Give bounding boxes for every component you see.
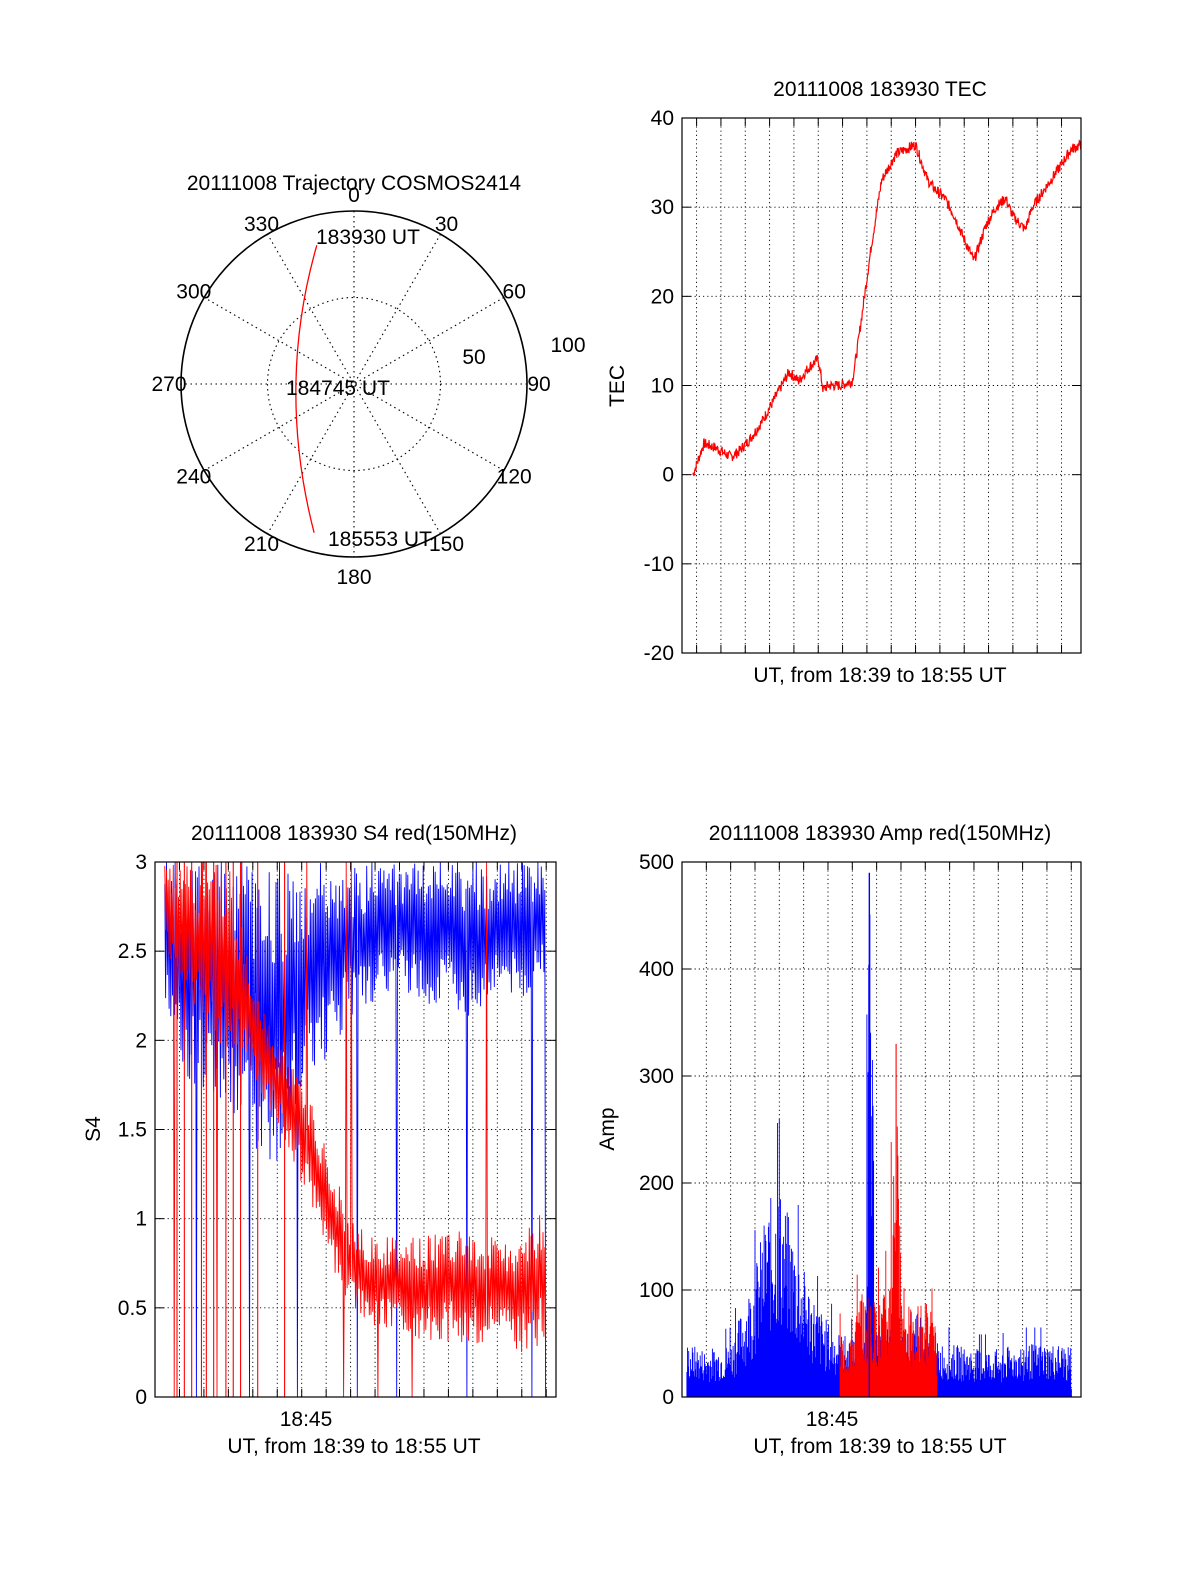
polar-angle-label: 180 (336, 566, 371, 589)
tec-y-tick-label: 10 (651, 375, 674, 398)
polar-angle-label: 330 (244, 213, 279, 236)
s4-y-label: S4 (82, 1116, 105, 1142)
amp-y-tick-label: 300 (639, 1065, 674, 1088)
amp-y-tick-label: 0 (662, 1386, 674, 1409)
polar-angle-label: 300 (176, 281, 211, 304)
tec-title: 20111008 183930 TEC (773, 78, 987, 101)
tec-x-label: UT, from 18:39 to 18:55 UT (753, 664, 1006, 687)
s4-y-tick-label: 1.5 (118, 1119, 147, 1142)
s4-series-red (164, 861, 547, 1398)
amp-series (686, 872, 1072, 1397)
polar-angle-label: 240 (176, 466, 211, 489)
trajectory-end-label: 185553 UT (328, 528, 432, 551)
polar-angle-label: 30 (435, 213, 458, 236)
polar-angle-label: 150 (429, 533, 464, 556)
tec-y-tick-label: 0 (662, 464, 674, 487)
tec-y-tick-label: 30 (651, 196, 674, 219)
s4-x-label: UT, from 18:39 to 18:55 UT (227, 1435, 480, 1458)
polar-angle-label: 0 (348, 184, 360, 207)
amp-y-ticks: 0 100 200 300 400 500 (639, 851, 1081, 1409)
amp-title: 20111008 183930 Amp red(150MHz) (709, 822, 1051, 845)
polar-angle-label: 120 (497, 466, 532, 489)
s4-y-tick-label: 1 (135, 1208, 147, 1231)
tec-y-label: TEC (606, 365, 629, 407)
amp-y-tick-label: 400 (639, 958, 674, 981)
s4-chart: 20111008 183930 S4 red(150MHz) 0 0.5 1 1.5 2… (82, 822, 557, 1458)
polar-title: 20111008 Trajectory COSMOS2414 (187, 172, 522, 195)
polar-angle-labels: 0 30 60 90 120 150 180 210 240 270 300 330 (151, 184, 550, 589)
amp-y-label: Amp (596, 1107, 619, 1150)
s4-y-tick-label: 3 (135, 851, 147, 874)
polar-angle-label: 210 (244, 533, 279, 556)
amp-y-tick-label: 200 (639, 1172, 674, 1195)
tec-y-ticks: -20 -10 0 10 20 30 40 (644, 107, 1081, 665)
polar-outer-circle (180, 210, 528, 558)
polar-angle-label: 90 (527, 373, 550, 396)
s4-series (164, 861, 547, 1398)
polar-grid (181, 211, 527, 557)
trajectory-mid-label: 184745 UT (286, 377, 390, 400)
polar-chart: 20111008 Trajectory COSMOS2414 0 30 60 90 12… (151, 172, 585, 589)
s4-y-tick-label: 2.5 (118, 940, 147, 963)
polar-angle-label: 270 (151, 373, 186, 396)
trajectory-line (295, 245, 318, 533)
tec-y-tick-label: -10 (644, 553, 674, 576)
polar-radius-label-50: 50 (462, 346, 485, 369)
s4-y-ticks: 0 0.5 1 1.5 2 2.5 3 (118, 851, 556, 1409)
tec-y-tick-label: 40 (651, 107, 674, 130)
amp-series-red (839, 1126, 938, 1397)
trajectory-start-label: 183930 UT (316, 226, 420, 249)
tec-series-line (692, 139, 1082, 477)
polar-radius-label-100: 100 (550, 334, 585, 357)
amp-x-tick-label: 18:45 (806, 1408, 859, 1431)
s4-x-tick-label: 18:45 (280, 1408, 333, 1431)
amp-chart: 20111008 183930 Amp red(150MHz) 0 100 200 3… (596, 822, 1082, 1458)
s4-y-tick-label: 0 (135, 1386, 147, 1409)
amp-x-label: UT, from 18:39 to 18:55 UT (753, 1435, 1006, 1458)
tec-grid (682, 117, 1081, 654)
amp-frame (681, 861, 1082, 1398)
tec-y-tick-label: 20 (651, 285, 674, 308)
amp-y-tick-label: 500 (639, 851, 674, 874)
tec-frame (681, 117, 1082, 654)
s4-y-tick-label: 0.5 (118, 1297, 147, 1320)
polar-angle-label: 60 (503, 281, 526, 304)
s4-title: 20111008 183930 S4 red(150MHz) (191, 822, 517, 845)
amp-y-tick-label: 100 (639, 1279, 674, 1302)
tec-y-tick-label: -20 (644, 642, 674, 665)
s4-y-tick-label: 2 (135, 1029, 147, 1052)
s4-frame (154, 861, 557, 1398)
